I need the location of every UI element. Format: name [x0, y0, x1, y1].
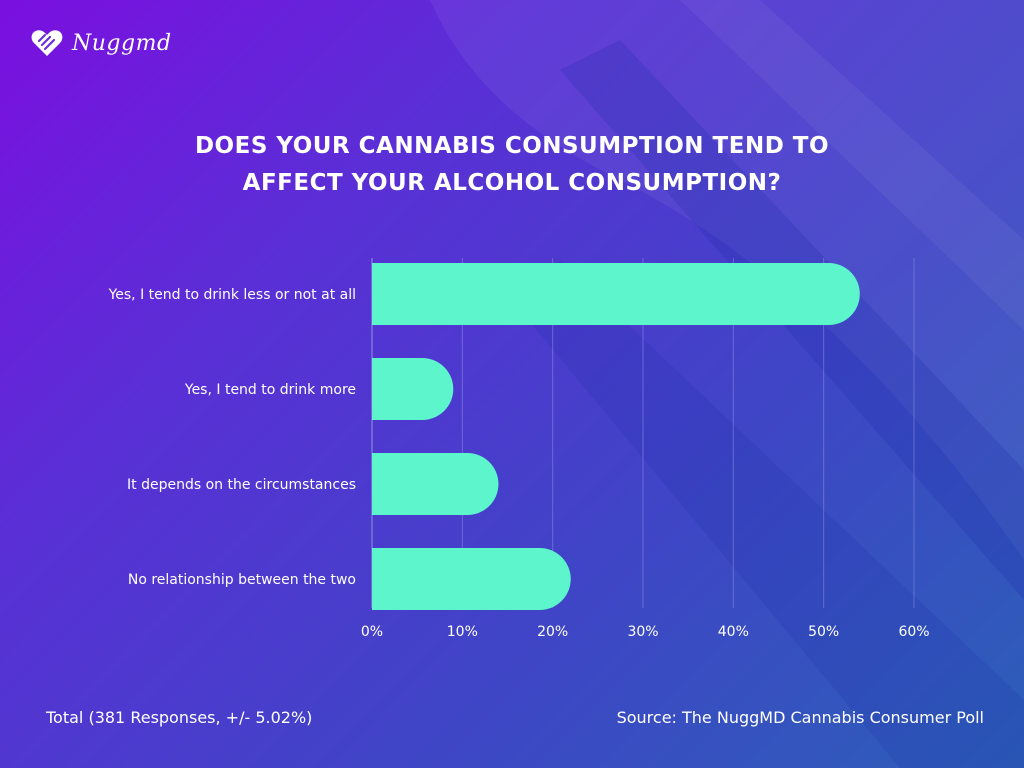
category-label: Yes, I tend to drink more: [184, 382, 356, 398]
chart-title-line-1: DOES YOUR CANNABIS CONSUMPTION TEND TO: [194, 133, 830, 159]
tick-label: 50%: [808, 624, 839, 640]
category-labels: Yes, I tend to drink less or not at all Y…: [108, 287, 356, 588]
bar: [372, 548, 571, 610]
tick-label: 60%: [898, 624, 929, 640]
bar: [372, 358, 454, 420]
chart-title-line-2: AFFECT YOUR ALCOHOL CONSUMPTION?: [242, 170, 782, 196]
bar: [372, 263, 860, 325]
logo-text: Nuggmd: [72, 30, 172, 56]
bar: [372, 453, 499, 515]
tick-label: 10%: [447, 624, 478, 640]
total-responses-note: Total (381 Responses, +/- 5.02%): [46, 708, 313, 727]
heart-logo-icon: [31, 30, 63, 56]
tick-label: 30%: [627, 624, 658, 640]
category-label: No relationship between the two: [128, 572, 356, 588]
category-label: Yes, I tend to drink less or not at all: [108, 287, 356, 303]
tick-label: 40%: [718, 624, 749, 640]
chart-title: DOES YOUR CANNABIS CONSUMPTION TEND TO A…: [112, 128, 912, 202]
tick-label: 0%: [361, 624, 383, 640]
tick-labels: 0% 10% 20% 30% 40% 50% 60%: [361, 624, 930, 640]
source-note: Source: The NuggMD Cannabis Consumer Pol…: [616, 708, 984, 727]
brand-logo[interactable]: Nuggmd: [30, 26, 172, 60]
bars: [372, 263, 860, 610]
category-label: It depends on the circumstances: [127, 477, 356, 493]
tick-label: 20%: [537, 624, 568, 640]
